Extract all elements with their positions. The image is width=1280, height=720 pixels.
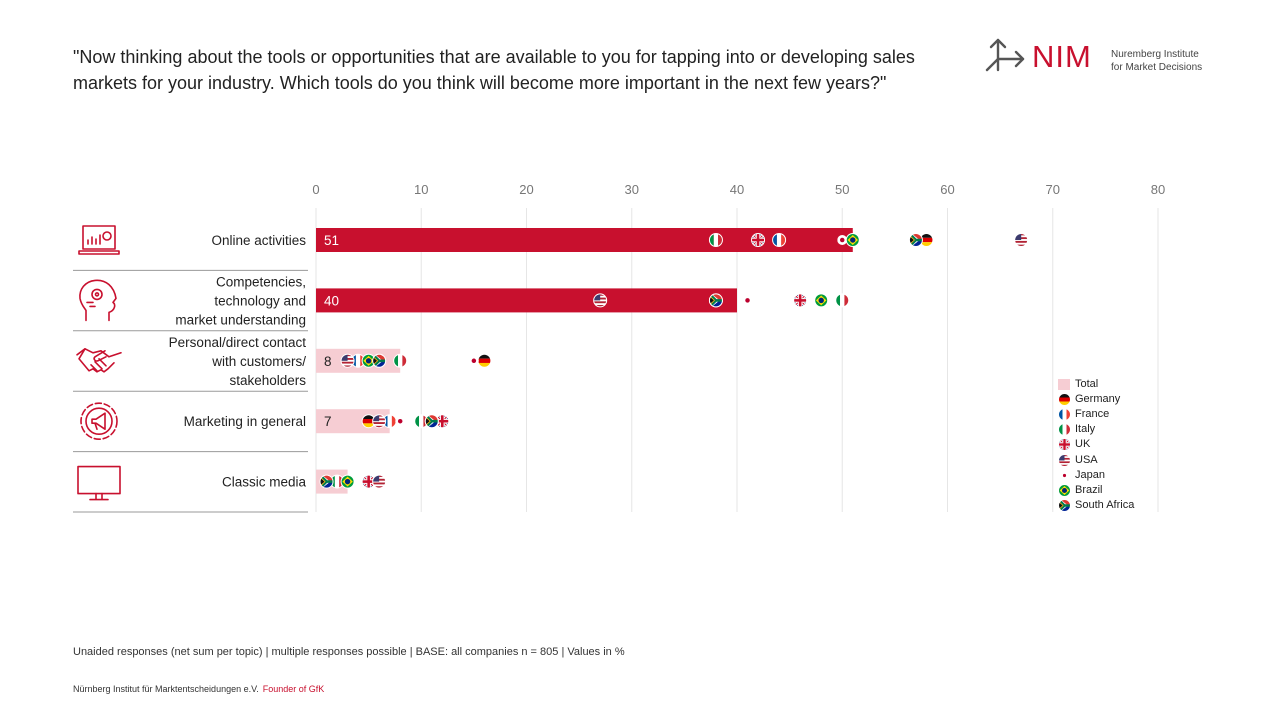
marker-south-africa: [424, 414, 439, 429]
chart-row: Personal/direct contact with customers/st…: [73, 335, 492, 392]
legend-label: Japan: [1075, 468, 1105, 481]
category-label: Marketing in general: [184, 414, 306, 429]
footer-org: Nürnberg Institut für Marktentscheidunge…: [73, 684, 259, 694]
chart-legend: Total Germany France Italy UK USA Japan Brazil S…: [1058, 377, 1134, 513]
legend-item: France: [1058, 407, 1134, 422]
footer: Nürnberg Institut für Marktentscheidunge…: [73, 684, 324, 694]
category-label: Classic media: [222, 475, 307, 490]
x-tick-label: 30: [625, 182, 639, 197]
x-tick-label: 20: [519, 182, 533, 197]
france-flag-icon: [1058, 408, 1071, 422]
marker-japan: [837, 235, 848, 245]
marker-usa: [1014, 233, 1029, 247]
marker-south-africa: [372, 353, 387, 368]
legend-item: Germany: [1058, 392, 1134, 407]
marker-south-africa: [708, 293, 723, 308]
marker-italy: [708, 233, 723, 247]
laptop-chart-icon: [78, 225, 120, 255]
chart-row: Marketing in general 7: [73, 402, 450, 453]
x-tick-label: 70: [1046, 182, 1060, 197]
legend-item: Brazil: [1058, 483, 1134, 498]
marker-usa: [372, 474, 387, 489]
germany-flag-icon: [1058, 393, 1071, 407]
brazil-flag-icon: [1058, 483, 1071, 497]
legend-item: USA: [1058, 452, 1134, 467]
marker-uk: [435, 414, 450, 429]
marker-brazil: [845, 233, 860, 247]
footnote: Unaided responses (net sum per topic) | …: [73, 646, 625, 658]
marker-uk: [361, 474, 376, 489]
logo-wordmark: NIM: [1032, 39, 1092, 74]
usa-flag-icon: [1058, 453, 1071, 467]
legend-item: South Africa: [1058, 498, 1134, 513]
marker-usa: [372, 414, 387, 429]
marker-japan: [468, 355, 479, 366]
bar-value-label: 51: [324, 233, 339, 248]
x-tick-label: 80: [1151, 182, 1165, 197]
legend-swatch: [1058, 379, 1070, 391]
legend-item: Italy: [1058, 422, 1134, 437]
legend-label: Italy: [1075, 423, 1096, 436]
marker-uk: [793, 293, 808, 308]
marker-brazil: [814, 293, 829, 308]
nim-logo: NIM Nuremberg Institute for Market Decis…: [985, 34, 1225, 78]
uk-flag-icon: [1058, 438, 1071, 452]
head-gears-icon: [79, 279, 117, 322]
logo-subtitle: Nuremberg Institute for Market Decisions: [1111, 49, 1203, 73]
marker-japan: [395, 416, 406, 427]
category-label: Competencies, technology and market unders…: [175, 274, 306, 327]
marker-italy: [393, 353, 408, 368]
marker-italy: [835, 293, 850, 308]
total-bar: [316, 288, 737, 313]
marker-brazil: [340, 474, 355, 489]
category-label: Online activities: [211, 233, 306, 248]
footer-founder: Founder of GfK: [262, 684, 325, 694]
legend-label: Germany: [1075, 393, 1121, 406]
logo-arrows-icon: [985, 38, 1025, 72]
legend-item: UK: [1058, 437, 1134, 452]
legend-label: Brazil: [1075, 483, 1103, 496]
marker-south-africa: [908, 233, 923, 247]
bar-value-label: 7: [324, 414, 332, 429]
x-tick-label: 10: [414, 182, 428, 197]
marker-germany: [477, 353, 492, 368]
handshake-icon: [76, 348, 122, 373]
marker-japan: [742, 295, 753, 306]
monitor-icon: [77, 465, 121, 501]
legend-label: South Africa: [1075, 498, 1135, 511]
x-tick-label: 50: [835, 182, 849, 197]
legend-label: Total: [1075, 378, 1099, 391]
x-tick-label: 60: [940, 182, 954, 197]
x-tick-label: 0: [312, 182, 319, 197]
legend-label: USA: [1075, 453, 1098, 466]
marker-uk: [751, 233, 766, 247]
legend-label: France: [1075, 408, 1110, 421]
south-africa-flag-icon: [1058, 498, 1071, 512]
marker-usa: [593, 293, 608, 308]
chart-row: Competencies, technology and market unders…: [73, 274, 850, 332]
legend-item: Total: [1058, 377, 1134, 392]
category-label: Personal/direct contact with customers/st…: [169, 335, 307, 388]
japan-flag-icon: [1061, 471, 1068, 479]
marker-usa: [340, 353, 355, 368]
bar-value-label: 8: [324, 354, 332, 369]
x-tick-label: 40: [730, 182, 744, 197]
marker-brazil: [361, 353, 376, 368]
italy-flag-icon: [1058, 423, 1071, 437]
marker-south-africa: [319, 474, 334, 489]
megaphone-gear-icon: [80, 402, 118, 441]
legend-item: Japan: [1058, 468, 1134, 483]
legend-label: UK: [1075, 438, 1091, 451]
marker-france: [772, 233, 787, 247]
chart-row: Classic media: [73, 465, 387, 513]
question-title: "Now thinking about the tools or opportu…: [73, 47, 915, 93]
bar-value-label: 40: [324, 293, 339, 308]
chart-row: Online activities 51: [73, 225, 1029, 271]
